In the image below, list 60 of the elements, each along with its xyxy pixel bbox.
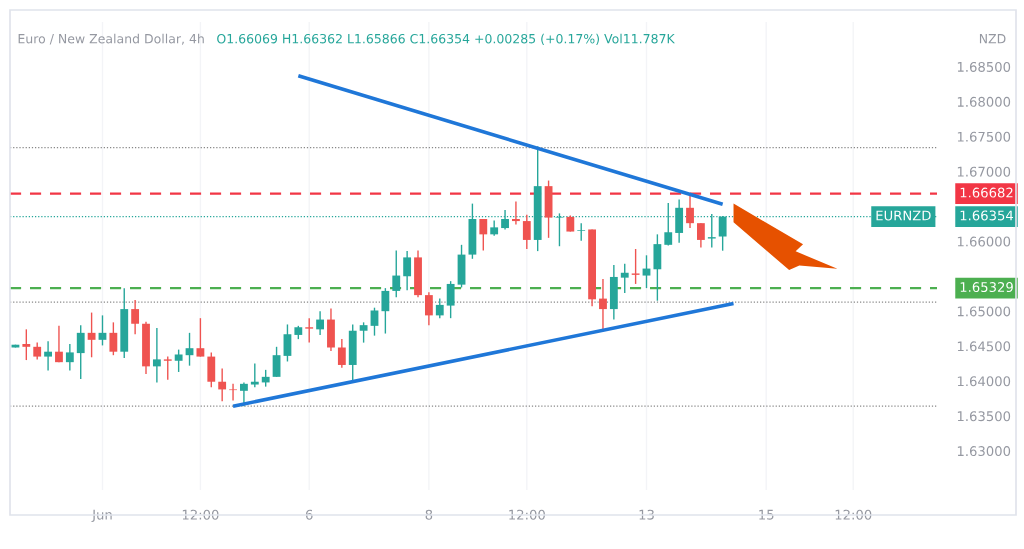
y-tick-label: 1.63000 bbox=[957, 446, 1011, 457]
candlestick bbox=[44, 340, 52, 372]
candlestick bbox=[359, 321, 368, 344]
x-tick-label: 15 bbox=[759, 509, 774, 520]
candlestick bbox=[218, 367, 227, 402]
x-tick-label: Jun bbox=[91, 509, 112, 523]
candlestick bbox=[337, 338, 346, 369]
candlestick bbox=[424, 291, 433, 326]
candlestick bbox=[174, 348, 183, 373]
y-tick-label: 1.67500 bbox=[957, 131, 1011, 142]
candlestick bbox=[435, 297, 444, 319]
x-tick-label: 13 bbox=[639, 509, 654, 520]
candlestick bbox=[403, 250, 412, 291]
text: Euro / New Zealand Dollar, 4h bbox=[18, 33, 204, 45]
y-tick-label: 1.65000 bbox=[957, 306, 1011, 317]
candlestick bbox=[55, 325, 63, 363]
y-tick-label: 1.64000 bbox=[957, 376, 1011, 387]
y-tick-label: 1.64500 bbox=[957, 341, 1011, 352]
y-tick-label: 1.66000 bbox=[957, 236, 1011, 247]
candlestick bbox=[620, 262, 629, 294]
candlestick bbox=[109, 321, 118, 356]
candlestick bbox=[283, 323, 292, 363]
candlestick bbox=[152, 327, 161, 384]
y-tick-label: 1.67000 bbox=[957, 166, 1011, 177]
candlestick bbox=[131, 299, 140, 335]
ref-line-label: 1.65329 bbox=[960, 282, 1013, 293]
ref-line-label: 1.66682 bbox=[960, 187, 1013, 198]
y-tick-label: 1.68000 bbox=[957, 96, 1011, 107]
x-tick-label: 8 bbox=[425, 509, 433, 520]
candlestick bbox=[250, 362, 259, 389]
x-tick-label: 12:00 bbox=[509, 509, 545, 520]
x-tick-label: 12:00 bbox=[835, 509, 872, 520]
y-tick-label: 1.68500 bbox=[957, 61, 1011, 72]
candlestick bbox=[65, 343, 74, 372]
candlestick bbox=[196, 317, 205, 358]
candlestick bbox=[381, 287, 390, 335]
candlestick bbox=[305, 317, 314, 344]
candlestick bbox=[76, 324, 85, 380]
y-axis-title: NZD bbox=[979, 34, 1006, 44]
x-tick-label: 12:00 bbox=[182, 509, 219, 520]
y-tick-label: 1.63500 bbox=[957, 411, 1011, 422]
candlestick bbox=[163, 355, 172, 381]
candlestick bbox=[316, 310, 324, 336]
x-tick-label: 6 bbox=[305, 509, 313, 520]
text: O1.66069 H1.66362 L1.65866 C1.66354 +0.00285 (+0.17%) Vol11.787K bbox=[217, 33, 675, 45]
candlestick bbox=[479, 218, 488, 252]
candlestick bbox=[446, 280, 455, 319]
candlestick bbox=[392, 249, 401, 298]
candlestick bbox=[522, 214, 531, 250]
candlestick bbox=[696, 222, 705, 249]
candlestick bbox=[686, 193, 694, 229]
candlestick bbox=[370, 306, 379, 337]
candlestick bbox=[512, 200, 520, 226]
ref-line-label: 1.66354 bbox=[960, 210, 1014, 221]
candlestick bbox=[229, 383, 237, 402]
candlestick bbox=[631, 248, 640, 285]
candlestick bbox=[87, 311, 96, 358]
candlestick bbox=[22, 328, 31, 361]
candlestick bbox=[272, 346, 281, 378]
annotation: EURNZD bbox=[876, 210, 931, 221]
